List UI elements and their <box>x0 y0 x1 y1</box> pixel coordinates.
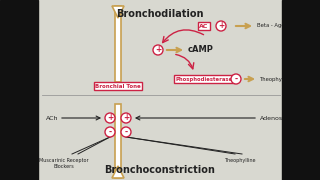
Bar <box>115 104 121 178</box>
Text: Theophylline: Theophylline <box>224 158 256 163</box>
Circle shape <box>216 21 226 31</box>
Circle shape <box>121 127 131 137</box>
Text: Muscarinic Receptor
Blockers: Muscarinic Receptor Blockers <box>39 158 89 169</box>
Polygon shape <box>112 166 124 178</box>
Bar <box>115 6 121 82</box>
Text: -: - <box>124 127 128 136</box>
Text: +: + <box>218 21 224 30</box>
Text: Bronchodilation: Bronchodilation <box>116 9 204 19</box>
Text: AC: AC <box>199 24 209 28</box>
Circle shape <box>153 45 163 55</box>
Bar <box>282 0 320 180</box>
Text: Theophylline: Theophylline <box>260 76 294 82</box>
Circle shape <box>121 113 131 123</box>
Polygon shape <box>112 6 124 18</box>
Text: Bronchoconstriction: Bronchoconstriction <box>105 165 215 175</box>
Text: +: + <box>107 114 113 123</box>
Text: +: + <box>155 46 161 55</box>
Text: cAMP: cAMP <box>188 46 214 55</box>
Text: ACh: ACh <box>45 116 58 120</box>
Text: Bronchial Tone: Bronchial Tone <box>95 84 141 89</box>
Circle shape <box>105 127 115 137</box>
Text: Adenosine: Adenosine <box>260 116 293 120</box>
Text: Beta - Agonists: Beta - Agonists <box>257 24 297 28</box>
Circle shape <box>231 74 241 84</box>
Circle shape <box>105 113 115 123</box>
Text: +: + <box>123 114 129 123</box>
Text: Phosphodiesterase: Phosphodiesterase <box>175 76 233 82</box>
Text: -: - <box>235 75 237 84</box>
Bar <box>0 0 38 180</box>
Text: -: - <box>108 127 112 136</box>
